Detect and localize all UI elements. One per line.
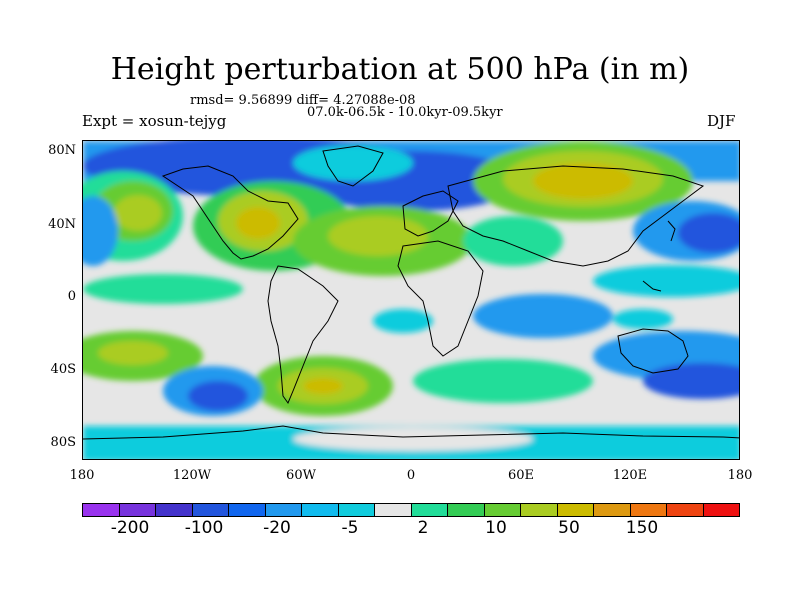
- map-panel: [82, 140, 740, 460]
- colorbar-label: 10: [485, 518, 507, 538]
- npac-east-deepblue: [678, 213, 739, 253]
- lat-label-40n: 40N: [48, 217, 76, 232]
- colorbar-box: [484, 504, 521, 516]
- experiment-label: Expt = xosun-tejyg: [82, 112, 227, 130]
- colorbar-label: 50: [558, 518, 580, 538]
- aus-deepblue: [643, 363, 739, 399]
- stats-line: rmsd= 9.56899 diff= 4.27088e-08: [190, 93, 416, 108]
- colorbar-box: [411, 504, 448, 516]
- colorbar-box: [265, 504, 302, 516]
- colorbar-box: [630, 504, 667, 516]
- se-pacific-deepblue: [188, 381, 248, 411]
- colorbar-box: [448, 504, 485, 516]
- contour-fills: [83, 141, 739, 459]
- npac-olive: [114, 195, 162, 231]
- colorbar-box: [703, 504, 739, 516]
- coast-japan: [667, 220, 676, 242]
- colorbar-label: 150: [625, 518, 659, 538]
- colorbar-box: [229, 504, 266, 516]
- spac-olive: [98, 341, 168, 365]
- colorbar-label: -200: [110, 518, 150, 538]
- coast-south-america: [267, 265, 339, 405]
- lon-label-120e: 120E: [612, 468, 648, 483]
- south-indian-teal: [413, 359, 593, 403]
- coast-europe: [402, 190, 459, 237]
- lon-label-180w: 180: [69, 468, 95, 483]
- height-field-map: [83, 141, 739, 459]
- tropics-teal-west: [83, 274, 243, 304]
- colorbar-box: [521, 504, 558, 516]
- asia-teal: [463, 216, 563, 266]
- colorbar-box: [156, 504, 193, 516]
- colorbar-box: [338, 504, 375, 516]
- lon-label-60w: 60W: [286, 468, 316, 483]
- lon-label-60e: 60E: [507, 468, 535, 483]
- coast-australia: [617, 328, 689, 374]
- colorbar-box: [192, 504, 229, 516]
- period-label: 07.0k-06.5k - 10.0kyr-09.5kyr: [307, 105, 503, 120]
- colorbar-label: -20: [263, 518, 291, 538]
- antarctic-gray: [293, 427, 533, 451]
- lon-label-180e: 180: [727, 468, 753, 483]
- lon-label-0: 0: [406, 468, 416, 483]
- coast-asia: [447, 165, 705, 267]
- colorbar-box: [557, 504, 594, 516]
- colorbar-box: [594, 504, 631, 516]
- plot-title: Height perturbation at 500 hPa (in m): [110, 52, 690, 87]
- coast-antarctica: [83, 425, 739, 440]
- atlantic-tropic-blue: [373, 309, 433, 333]
- na-yellow: [236, 207, 280, 239]
- lat-label-80s: 80S: [50, 435, 76, 450]
- greenland-high-lightblue: [293, 145, 413, 181]
- lat-label-eq: 0: [67, 289, 76, 304]
- colorbar-label: 2: [417, 518, 429, 538]
- coast-africa: [397, 240, 484, 357]
- lat-label-80n: 80N: [48, 143, 76, 158]
- colorbar-label: -100: [184, 518, 224, 538]
- coast-indonesia: [642, 280, 662, 292]
- colorbar-box: [83, 504, 120, 516]
- colorbar-box: [119, 504, 156, 516]
- lat-label-40s: 40S: [50, 362, 76, 377]
- coast-north-america: [161, 165, 299, 260]
- atlantic-olive: [328, 216, 428, 256]
- lon-label-120w: 120W: [172, 468, 212, 483]
- coast-greenland: [322, 145, 384, 187]
- season-label: DJF: [707, 112, 736, 130]
- colorbar-box: [302, 504, 339, 516]
- colorbar-box: [375, 504, 412, 516]
- sa-yellow: [303, 378, 343, 394]
- date-line-blue: [83, 196, 118, 266]
- indian-ocean-blue: [473, 294, 613, 338]
- maritime-blue: [613, 309, 673, 329]
- colorbar-label: -5: [341, 518, 359, 538]
- coastlines: [83, 145, 739, 440]
- colorbar: [82, 503, 740, 517]
- wpac-lightblue: [593, 265, 739, 297]
- colorbar-box: [667, 504, 704, 516]
- siberia-yellow: [533, 163, 633, 199]
